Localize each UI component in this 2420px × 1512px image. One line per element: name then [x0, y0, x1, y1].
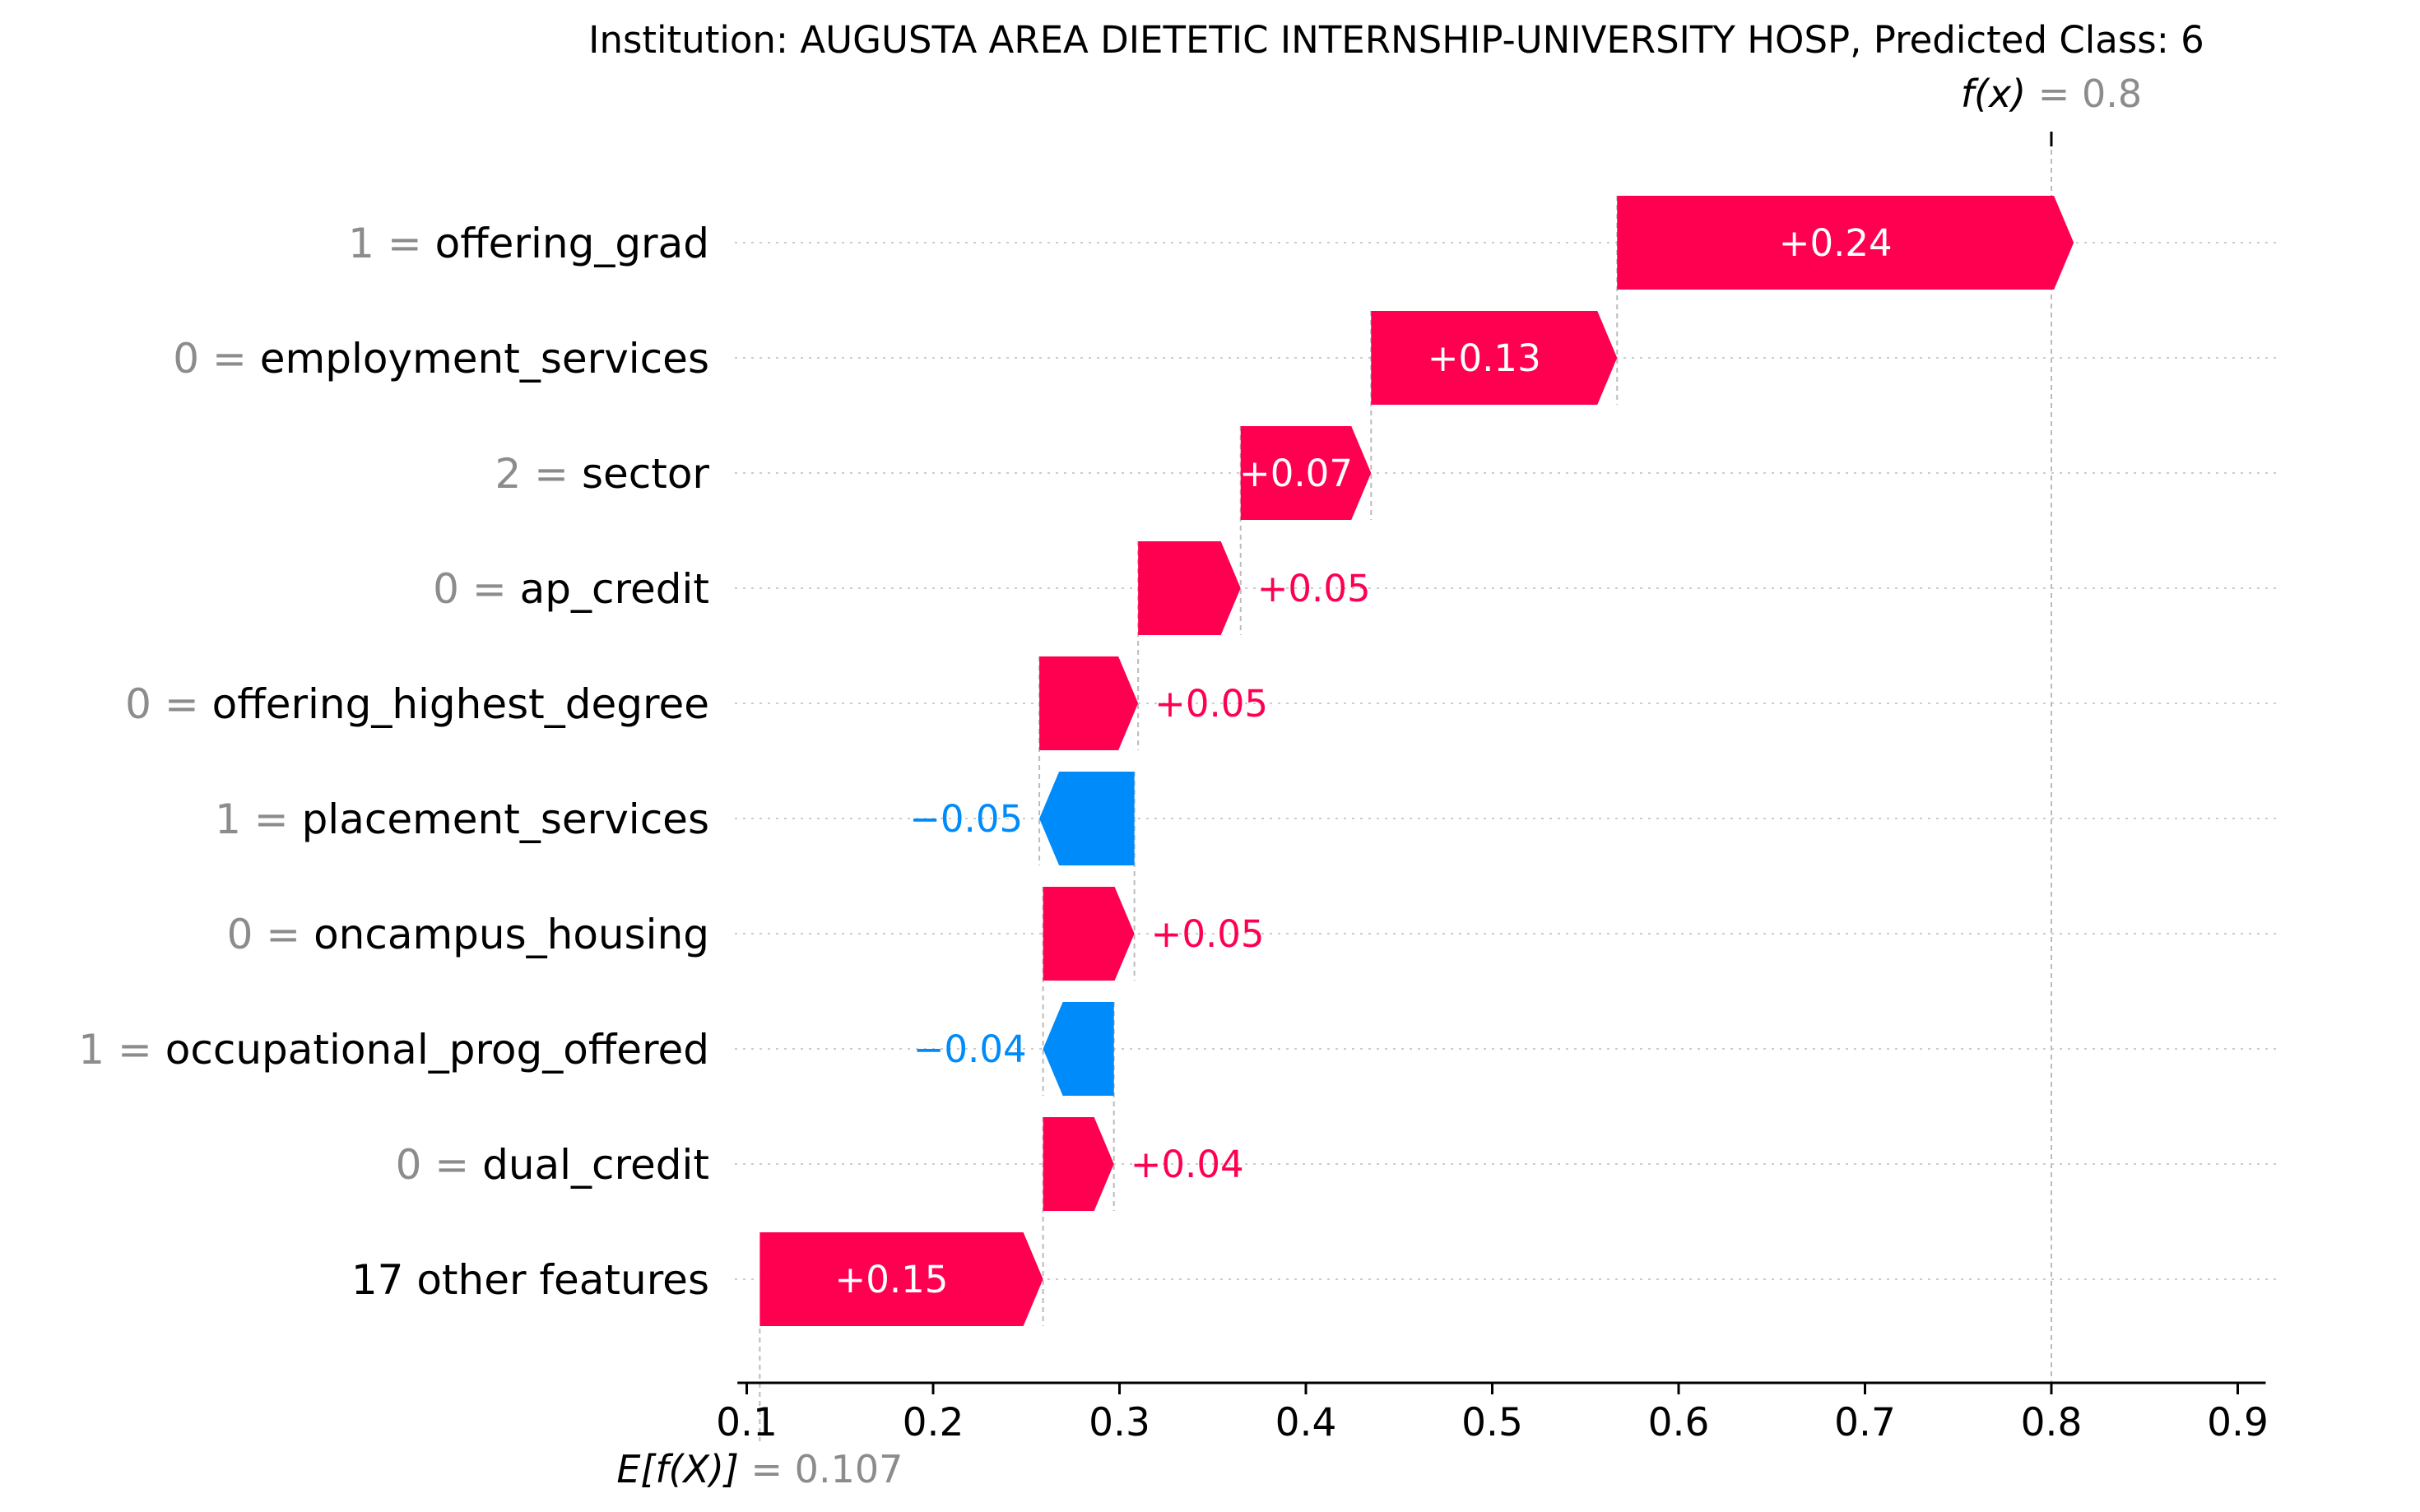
feature-label: 0 = oncampus_housing [227, 911, 709, 958]
feature-name: offering_grad [435, 220, 709, 267]
feature-value: 0 = [173, 335, 260, 383]
feature-value: 0 = [227, 911, 314, 958]
positive-bar [1043, 887, 1135, 981]
bar-value-label: +0.04 [1131, 1143, 1244, 1186]
feature-value: 1 = [348, 220, 435, 267]
feature-label: 0 = employment_services [173, 335, 709, 383]
bars-layer: +0.24 +0.13 +0.07 +0.05 +0.05 −0.05 +0.05 −0.04… [759, 196, 2074, 1326]
positive-bar [1039, 656, 1139, 750]
x-axis: 0.1 0.2 0.3 0.4 0.5 0.6 0.7 0.8 0.9 f(x) = 0.8 E[f… [616, 72, 2269, 1491]
feature-value: 0 = [396, 1141, 483, 1189]
bar-value-label: +0.15 [835, 1258, 949, 1301]
negative-bar [1039, 772, 1135, 865]
feature-name: sector [582, 450, 709, 498]
bar-value-label: +0.05 [1151, 912, 1265, 956]
feature-value: 1 = [78, 1026, 165, 1074]
positive-bar [1617, 196, 2074, 290]
feature-value: 2 = [495, 450, 582, 498]
feature-label: 1 = offering_grad [348, 220, 709, 267]
feature-label: 0 = dual_credit [396, 1141, 709, 1189]
x-tick-label: 0.7 [1834, 1400, 1896, 1445]
x-tick-label: 0.3 [1089, 1400, 1150, 1445]
feature-name: oncampus_housing [314, 911, 709, 958]
x-tick-label: 0.6 [1648, 1400, 1710, 1445]
positive-bar [759, 1232, 1043, 1326]
feature-label: 17 other features [351, 1256, 709, 1304]
feature-value: 1 = [215, 795, 302, 843]
bar-value-label: −0.04 [913, 1027, 1027, 1071]
feature-name: placement_services [302, 795, 709, 843]
chart-title: Institution: AUGUSTA AREA DIETETIC INTER… [588, 18, 2204, 62]
x-tick-label: 0.9 [2207, 1400, 2269, 1445]
positive-bar [1138, 541, 1241, 635]
x-tick-label: 0.2 [903, 1400, 964, 1445]
feature-label: 0 = ap_credit [433, 565, 709, 613]
bar-value-label: +0.13 [1428, 336, 1541, 380]
bar-value-label: +0.05 [1154, 682, 1268, 726]
x-tick-label: 0.4 [1275, 1400, 1337, 1445]
feature-value: 0 = [125, 680, 212, 728]
bar-value-label: +0.24 [1779, 221, 1893, 265]
positive-bar [1371, 311, 1618, 405]
bar-value-label: −0.05 [909, 797, 1023, 841]
bar-value-label: +0.07 [1239, 452, 1353, 495]
fx-value-label: f(x) = 0.8 [1961, 72, 2142, 116]
x-tick-label: 0.5 [1461, 1400, 1523, 1445]
feature-name: employment_services [260, 335, 709, 383]
x-tick-label: 0.1 [716, 1400, 778, 1445]
feature-labels: 1 = offering_grad 0 = employment_services… [78, 220, 709, 1304]
feature-label: 0 = offering_highest_degree [125, 680, 709, 728]
bar-value-label: +0.05 [1257, 567, 1371, 610]
expected-value-label: E[f(X)] = 0.107 [616, 1447, 903, 1491]
feature-name: offering_highest_degree [212, 680, 709, 728]
feature-label: 1 = placement_services [215, 795, 709, 843]
feature-label: 1 = occupational_prog_offered [78, 1026, 709, 1074]
feature-name: occupational_prog_offered [165, 1026, 709, 1074]
x-tick-label: 0.8 [2021, 1400, 2083, 1445]
positive-bar [1043, 1117, 1114, 1211]
feature-name: 17 other features [351, 1256, 709, 1304]
feature-name: ap_credit [520, 565, 709, 613]
feature-label: 2 = sector [495, 450, 709, 498]
negative-bar [1043, 1002, 1114, 1096]
feature-name: dual_credit [482, 1141, 709, 1189]
grid-layer [735, 132, 2278, 1441]
feature-value: 0 = [433, 565, 520, 613]
positive-bar [1240, 426, 1372, 520]
